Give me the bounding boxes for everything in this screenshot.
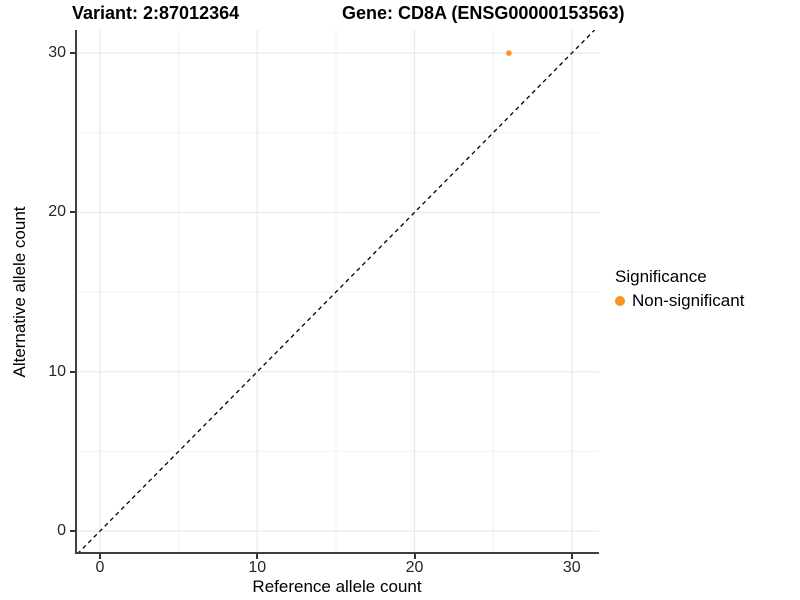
x-tick-mark	[570, 554, 573, 559]
data-point	[506, 50, 512, 56]
plot-title-gene: Gene: CD8A (ENSG00000153563)	[342, 3, 625, 23]
legend: Significance Non-significant	[615, 267, 744, 311]
x-tick-mark	[256, 554, 259, 559]
legend-item: Non-significant	[615, 291, 744, 311]
y-tick-mark	[70, 530, 75, 533]
y-tick-mark	[70, 370, 75, 373]
legend-items: Non-significant	[615, 291, 744, 311]
y-tick-label: 0	[57, 522, 66, 540]
y-tick-mark	[70, 52, 75, 55]
y-axis-title: Alternative allele count	[10, 206, 29, 378]
plot-panel	[75, 30, 599, 554]
x-tick-label: 20	[405, 559, 424, 576]
plot-title-variant: Variant: 2:87012364	[72, 3, 240, 23]
legend-title: Significance	[615, 267, 707, 286]
legend-key-dot-icon	[615, 296, 625, 306]
plot-canvas	[75, 30, 599, 554]
x-tick-label: 0	[95, 559, 105, 576]
y-tick-mark	[70, 211, 75, 214]
legend-item-label: Non-significant	[632, 291, 745, 310]
identity-line	[76, 30, 596, 554]
x-tick-label: 10	[248, 559, 267, 576]
x-tick-label: 30	[562, 559, 581, 576]
x-axis-title: Reference allele count	[252, 577, 422, 596]
x-tick-mark	[99, 554, 101, 559]
y-tick-label: 20	[48, 203, 66, 221]
y-tick-label: 10	[48, 362, 66, 380]
y-tick-label: 30	[48, 44, 66, 62]
x-tick-mark	[413, 554, 416, 559]
